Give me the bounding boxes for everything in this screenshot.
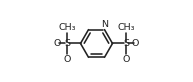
Text: CH₃: CH₃ [58,23,76,32]
Text: O: O [132,39,139,48]
Text: O: O [122,55,130,64]
Text: S: S [123,39,129,48]
Text: N: N [101,20,108,29]
Text: S: S [64,39,70,48]
Text: O: O [54,39,61,48]
Text: CH₃: CH₃ [117,23,135,32]
Text: O: O [63,55,71,64]
